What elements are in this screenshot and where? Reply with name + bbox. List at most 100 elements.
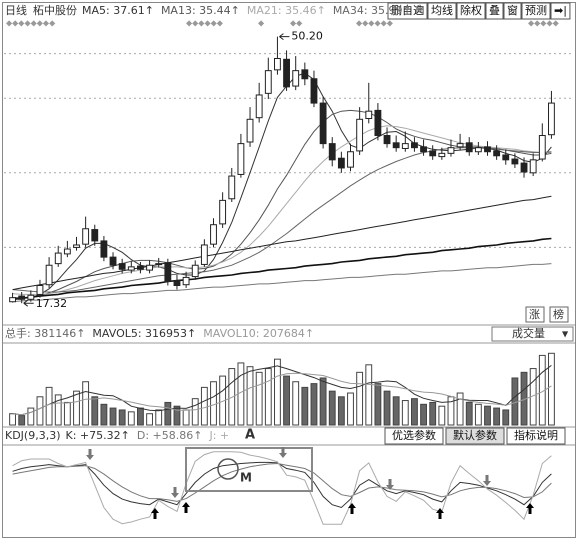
toolbar-button-label[interactable]: 除权 bbox=[460, 3, 482, 17]
legend-entry: K: +75.32↑ bbox=[66, 429, 130, 442]
toolbar-button-label[interactable]: ➡| bbox=[554, 4, 567, 17]
selector-arrow[interactable]: ▼ bbox=[562, 330, 569, 339]
indicator-button[interactable] bbox=[445, 427, 505, 445]
candle-body bbox=[538, 135, 546, 160]
annotation: A bbox=[245, 428, 255, 443]
kdj-line bbox=[12, 462, 552, 502]
volume-bar bbox=[264, 368, 272, 426]
volume-bar bbox=[401, 400, 409, 426]
indicator-button-label[interactable]: 优选参数 bbox=[392, 428, 436, 442]
volume-bar bbox=[73, 390, 80, 426]
down-arrow bbox=[483, 475, 491, 486]
volume-bar bbox=[146, 413, 153, 426]
volume-bar bbox=[100, 403, 108, 426]
corner-button-label[interactable]: 榜 bbox=[553, 307, 564, 321]
candle-body bbox=[200, 244, 208, 265]
toolbar-button[interactable] bbox=[521, 2, 551, 20]
candle-body bbox=[429, 150, 437, 157]
toolbar-button[interactable] bbox=[387, 2, 428, 20]
legend-entry: MA5: 37.61↑ bbox=[82, 4, 154, 17]
toolbar-button-label[interactable]: 均线 bbox=[431, 3, 453, 17]
volume-bar bbox=[91, 396, 99, 426]
candle-body bbox=[164, 262, 172, 282]
ma-line bbox=[12, 195, 552, 291]
candle-body bbox=[292, 70, 300, 87]
volume-bar bbox=[155, 409, 163, 426]
selector-label[interactable]: 成交量 bbox=[512, 326, 545, 340]
volume-bar bbox=[283, 375, 290, 426]
ma-line bbox=[12, 125, 552, 295]
candle-body bbox=[392, 142, 400, 149]
toolbar-button-label[interactable]: 叠 bbox=[489, 4, 500, 17]
volume-bar bbox=[420, 403, 427, 426]
volume-bar bbox=[365, 364, 373, 426]
candle-body bbox=[502, 154, 510, 161]
selector[interactable] bbox=[491, 326, 574, 342]
candle-body bbox=[374, 109, 382, 137]
indicator-button[interactable] bbox=[384, 427, 444, 445]
toolbar-button[interactable] bbox=[485, 2, 504, 20]
max-arrow bbox=[279, 33, 290, 40]
candle-body bbox=[411, 142, 418, 149]
min-label: 17.32 bbox=[36, 297, 67, 310]
volume-bar bbox=[210, 381, 217, 426]
candle-body bbox=[347, 151, 354, 168]
volume-bar bbox=[18, 415, 26, 426]
kdj-line bbox=[12, 451, 552, 525]
up-arrow bbox=[436, 508, 444, 519]
candle-body bbox=[173, 280, 181, 287]
indicator-title: KDJ(9,3,3) bbox=[5, 429, 61, 442]
toolbar-button-label[interactable]: 预测 bbox=[525, 4, 547, 17]
volume-bar bbox=[246, 366, 254, 426]
candle-body bbox=[301, 69, 309, 80]
candle-body bbox=[127, 266, 135, 271]
toolbar-button[interactable] bbox=[456, 2, 486, 20]
volume-bar bbox=[374, 383, 382, 426]
candle-body bbox=[91, 229, 99, 242]
volume-bar bbox=[337, 396, 345, 426]
toolbar-button[interactable] bbox=[550, 2, 571, 20]
volume-bar bbox=[493, 407, 501, 426]
candle-body bbox=[100, 240, 108, 258]
volume-bar bbox=[383, 390, 391, 426]
down-arrow bbox=[386, 479, 394, 490]
candle-body bbox=[383, 135, 391, 145]
markers: ◆◆◆◆◆ bbox=[528, 19, 560, 28]
volume-bar bbox=[228, 368, 236, 426]
volume-bar bbox=[474, 403, 482, 426]
candle-body bbox=[420, 146, 427, 153]
candle-body bbox=[328, 143, 336, 161]
corner-button[interactable] bbox=[525, 306, 545, 323]
legend-entry: MAVOL10: 207684↑ bbox=[203, 327, 314, 340]
indicator-button-label[interactable]: 指标说明 bbox=[514, 428, 558, 442]
legend-entry: D: +58.86↑ bbox=[137, 429, 203, 442]
candle-body bbox=[54, 252, 62, 265]
volume-bar bbox=[274, 358, 281, 426]
volume-bar bbox=[319, 377, 327, 426]
corner-button[interactable] bbox=[549, 306, 569, 323]
volume-bar bbox=[27, 407, 35, 426]
candle-body bbox=[146, 264, 153, 271]
toolbar-button-label[interactable]: 窗 bbox=[507, 3, 518, 17]
candle-body bbox=[264, 70, 272, 94]
indicator-button[interactable] bbox=[506, 427, 566, 445]
candle-body bbox=[255, 94, 263, 119]
volume-bar bbox=[82, 381, 90, 426]
highlight-circle bbox=[217, 458, 239, 480]
candle-body bbox=[529, 159, 537, 174]
volume-bar bbox=[164, 401, 172, 426]
toolbar-button[interactable] bbox=[503, 2, 522, 20]
indicator-button-label[interactable]: 默认参数 bbox=[453, 428, 497, 442]
candle-body bbox=[237, 143, 245, 175]
ma-line bbox=[12, 147, 552, 293]
toolbar-button[interactable] bbox=[427, 2, 457, 20]
volume-bar bbox=[548, 352, 555, 426]
candle-body bbox=[210, 224, 217, 245]
mavol-line bbox=[12, 372, 552, 416]
up-arrow bbox=[348, 503, 356, 514]
volume-bar bbox=[36, 396, 44, 426]
corner-button-label[interactable]: 涨 bbox=[529, 308, 540, 321]
toolbar-button-label[interactable]: 删自选 bbox=[391, 4, 424, 17]
legend-entry: MAVOL5: 316953↑ bbox=[92, 327, 196, 340]
